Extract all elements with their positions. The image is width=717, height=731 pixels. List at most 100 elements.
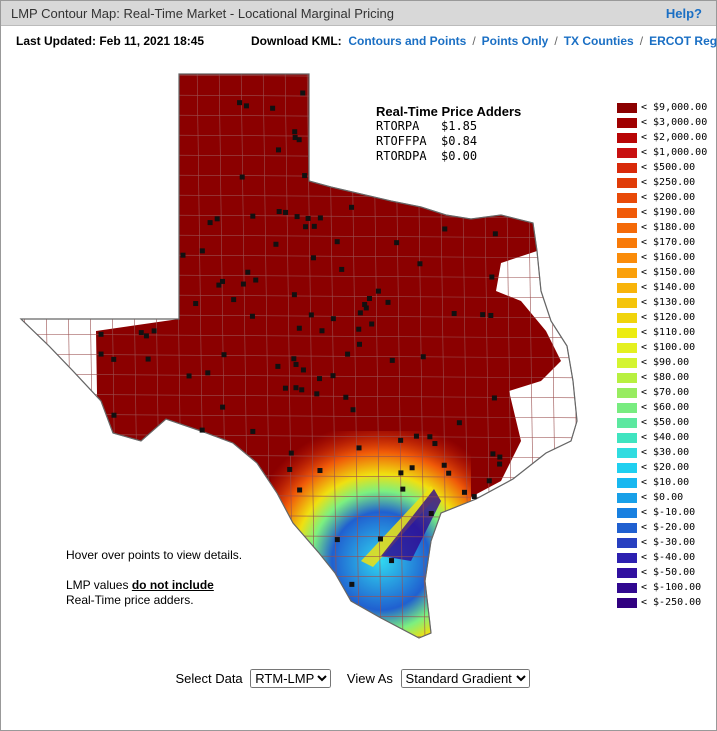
select-data[interactable]: RTM-LMP	[250, 669, 332, 688]
legend-item: < $180.00	[617, 220, 707, 235]
kml-link[interactable]: TX Counties	[563, 34, 634, 48]
legend-swatch	[617, 327, 637, 338]
point	[250, 428, 256, 434]
legend-item: < $30.00	[617, 445, 707, 460]
point	[199, 427, 205, 433]
legend-item: < $80.00	[617, 370, 707, 385]
point	[98, 351, 104, 357]
legend-item: < $70.00	[617, 385, 707, 400]
point	[398, 437, 404, 443]
point	[283, 209, 289, 215]
point	[219, 278, 225, 284]
legend-swatch	[617, 102, 637, 113]
legend-item: < $0.00	[617, 490, 707, 505]
point	[310, 255, 316, 261]
legend-item: < $170.00	[617, 235, 707, 250]
legend-label: < $130.00	[641, 297, 696, 308]
point	[98, 331, 104, 337]
legend-swatch	[617, 222, 637, 233]
point	[362, 302, 368, 308]
point	[250, 213, 256, 219]
point	[292, 129, 298, 135]
point	[488, 312, 494, 318]
legend-swatch	[617, 147, 637, 158]
point	[330, 316, 336, 322]
lmp-note: LMP values do not include	[66, 578, 242, 593]
adder-row: RTOFFPA $0.84	[376, 134, 521, 149]
point	[489, 274, 495, 280]
map	[20, 73, 578, 639]
view-as[interactable]: Standard Gradient	[400, 669, 530, 688]
point	[334, 239, 340, 245]
point	[480, 312, 486, 318]
county-line	[21, 373, 577, 379]
kml-link[interactable]: Points Only	[481, 34, 549, 48]
county-line	[21, 74, 30, 638]
point	[253, 277, 259, 283]
point	[394, 240, 400, 246]
point	[350, 407, 356, 413]
adder-name: RTORPA	[376, 119, 420, 133]
legend-label: < $90.00	[641, 357, 690, 368]
point	[199, 248, 205, 254]
legend-swatch	[617, 462, 637, 473]
point	[308, 312, 314, 318]
point	[288, 450, 294, 456]
legend-swatch	[617, 552, 637, 563]
point	[330, 373, 336, 379]
point	[297, 487, 303, 493]
legend-item: < $-40.00	[617, 550, 707, 565]
legend-item: < $500.00	[617, 160, 707, 175]
kml-link[interactable]: Contours and Points	[348, 34, 467, 48]
point	[275, 363, 281, 369]
legend-swatch	[617, 132, 637, 143]
point	[186, 373, 192, 379]
legend-swatch	[617, 357, 637, 368]
point	[492, 231, 498, 237]
legend-swatch	[617, 312, 637, 323]
point	[349, 581, 355, 587]
legend-item: < $200.00	[617, 190, 707, 205]
legend-swatch	[617, 162, 637, 173]
kml-link[interactable]: ERCOT Region	[649, 34, 717, 48]
legend-label: < $170.00	[641, 237, 696, 248]
point	[366, 295, 372, 301]
point	[216, 282, 222, 288]
point	[293, 385, 299, 391]
gradient-area	[271, 431, 471, 638]
point	[145, 356, 151, 362]
legend: < $9,000.00 < $3,000.00 < $2,000.00 < $1,00…	[617, 100, 707, 610]
legend-item: < $20.00	[617, 460, 707, 475]
legend-swatch	[617, 417, 637, 428]
legend-item: < $160.00	[617, 250, 707, 265]
help-link[interactable]: Help?	[665, 6, 702, 21]
point	[456, 420, 462, 426]
legend-label: < $70.00	[641, 387, 690, 398]
point	[240, 281, 246, 287]
legend-label: < $160.00	[641, 252, 696, 263]
notes: Hover over points to view details. LMP v…	[66, 548, 242, 608]
emphasis: do not include	[131, 578, 214, 592]
point	[237, 100, 243, 106]
legend-label: < $3,000.00	[641, 117, 708, 128]
adder-row: RTORDPA $0.00	[376, 149, 521, 164]
point	[291, 356, 297, 362]
point	[490, 451, 496, 457]
legend-item: < $50.00	[617, 415, 707, 430]
point	[296, 325, 302, 331]
point	[296, 137, 302, 143]
point	[334, 537, 340, 543]
legend-item: < $190.00	[617, 205, 707, 220]
legend-item: < $140.00	[617, 280, 707, 295]
county-line	[42, 74, 52, 638]
point	[442, 226, 448, 232]
legend-label: < $-100.00	[641, 582, 702, 593]
legend-swatch	[617, 537, 637, 548]
point	[193, 301, 199, 307]
point	[273, 241, 279, 247]
point	[314, 391, 320, 397]
point	[385, 299, 391, 305]
legend-label: < $200.00	[641, 192, 696, 203]
legend-swatch	[617, 597, 637, 608]
point	[389, 357, 395, 363]
